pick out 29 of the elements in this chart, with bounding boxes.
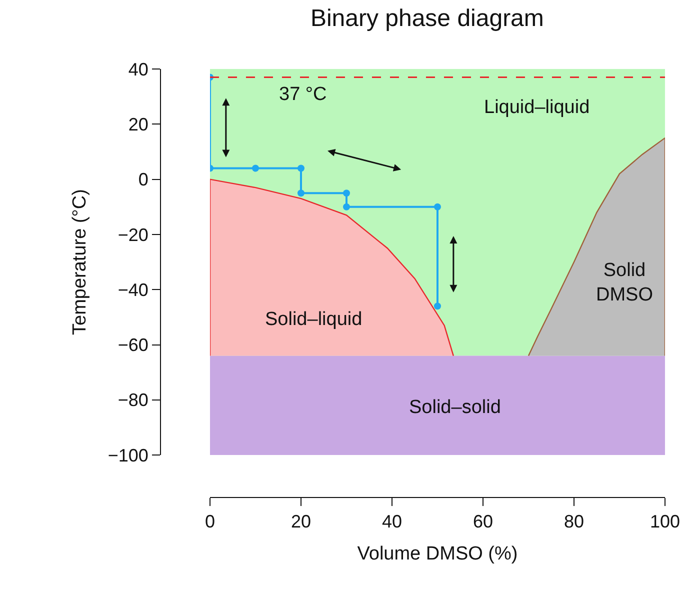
annotation: Liquid–liquid xyxy=(484,97,590,118)
y-tick-label: −60 xyxy=(118,335,148,356)
annotation: Solid–liquid xyxy=(265,309,362,330)
x-tick-label: 80 xyxy=(564,512,584,532)
x-tick-label: 0 xyxy=(204,512,216,532)
x-tick-label: 20 xyxy=(290,512,312,532)
y-tick-label: −100 xyxy=(108,445,148,466)
point xyxy=(298,164,304,172)
point xyxy=(298,190,304,197)
y-tick-label: −80 xyxy=(118,390,148,410)
x-axis-title: Volume DMSO (%) xyxy=(357,543,518,564)
annotation: Solid DMSO xyxy=(596,260,653,306)
y-tick-label: 20 xyxy=(128,114,148,134)
x-tick-label: 40 xyxy=(382,512,402,532)
x-tick-label: 60 xyxy=(472,512,494,532)
y-axis-title: Temperature (°C) xyxy=(70,189,91,335)
y-tick-label: 0 xyxy=(138,170,148,190)
annotation: Solid–solid xyxy=(409,397,501,418)
point xyxy=(252,164,259,172)
ref-line-label: 37 °C xyxy=(279,84,327,105)
x-tick-label: 100 xyxy=(650,512,680,532)
y-tick-label: −20 xyxy=(118,224,148,245)
point xyxy=(434,203,441,210)
point xyxy=(434,302,441,310)
point xyxy=(343,203,350,210)
y-tick-label: 40 xyxy=(128,59,148,80)
chart-title: Binary phase diagram xyxy=(310,4,544,32)
point xyxy=(343,190,350,197)
y-tick-label: −40 xyxy=(118,280,148,300)
